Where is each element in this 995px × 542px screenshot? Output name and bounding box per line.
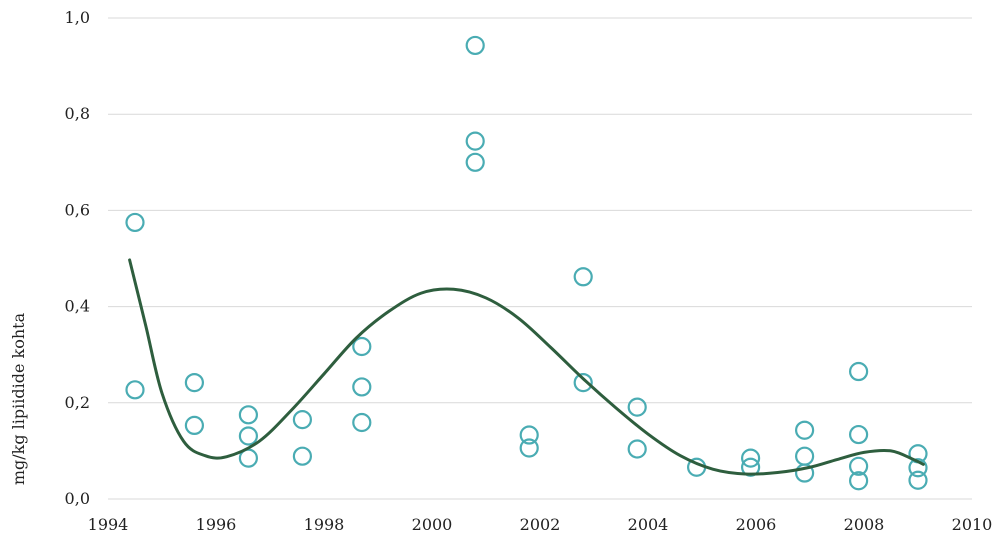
data-point <box>352 412 372 433</box>
data-point <box>465 35 485 56</box>
x-tick-label: 2010 <box>952 515 993 534</box>
x-tick-label: 1996 <box>196 515 237 534</box>
x-tick-label: 2008 <box>844 515 885 534</box>
data-point <box>184 415 204 436</box>
data-point <box>848 456 869 476</box>
data-point <box>848 471 869 491</box>
trend-line-layer <box>128 258 925 476</box>
grid <box>108 17 972 500</box>
data-point <box>519 438 539 458</box>
trend-line <box>128 258 925 476</box>
data-point <box>794 420 815 440</box>
data-point <box>573 372 593 393</box>
y-tick-label: 0,2 <box>65 393 90 412</box>
data-point <box>794 463 815 483</box>
data-point <box>238 426 258 446</box>
data-point <box>125 380 145 400</box>
x-tick-label: 2006 <box>736 515 777 534</box>
y-tick-label: 0,4 <box>65 297 90 316</box>
y-tick-label: 0,0 <box>65 489 90 508</box>
data-points <box>125 35 928 491</box>
data-point <box>352 336 372 357</box>
data-point <box>465 152 485 172</box>
data-point <box>848 424 869 445</box>
x-axis-ticks: 1994 1996 1998 2000 2002 2004 2006 2008 2010 <box>88 515 993 534</box>
data-point <box>848 361 869 382</box>
data-point <box>794 446 815 466</box>
x-tick-label: 1994 <box>88 515 129 534</box>
x-tick-label: 1998 <box>304 515 345 534</box>
data-point <box>125 212 145 233</box>
data-point <box>292 446 312 466</box>
data-point <box>352 377 372 397</box>
x-tick-label: 2002 <box>520 515 561 534</box>
x-tick-label: 2004 <box>628 515 669 534</box>
data-point <box>627 439 647 459</box>
data-point <box>238 405 258 425</box>
y-axis-label: mg/kg lipiidide kohta <box>9 312 28 485</box>
data-point <box>292 410 312 430</box>
data-point <box>184 372 204 393</box>
data-point <box>740 448 761 468</box>
data-point <box>908 470 928 490</box>
data-point <box>740 457 761 477</box>
y-axis-ticks: 0,0 0,2 0,4 0,6 0,8 1,0 <box>65 8 90 508</box>
data-point <box>627 397 647 417</box>
y-tick-label: 0,6 <box>65 200 90 219</box>
data-point <box>908 458 928 478</box>
x-tick-label: 2000 <box>412 515 453 534</box>
data-point <box>465 131 485 151</box>
y-tick-label: 1,0 <box>65 8 90 27</box>
data-point <box>573 267 593 287</box>
y-tick-label: 0,8 <box>65 104 90 123</box>
data-point <box>519 425 539 445</box>
